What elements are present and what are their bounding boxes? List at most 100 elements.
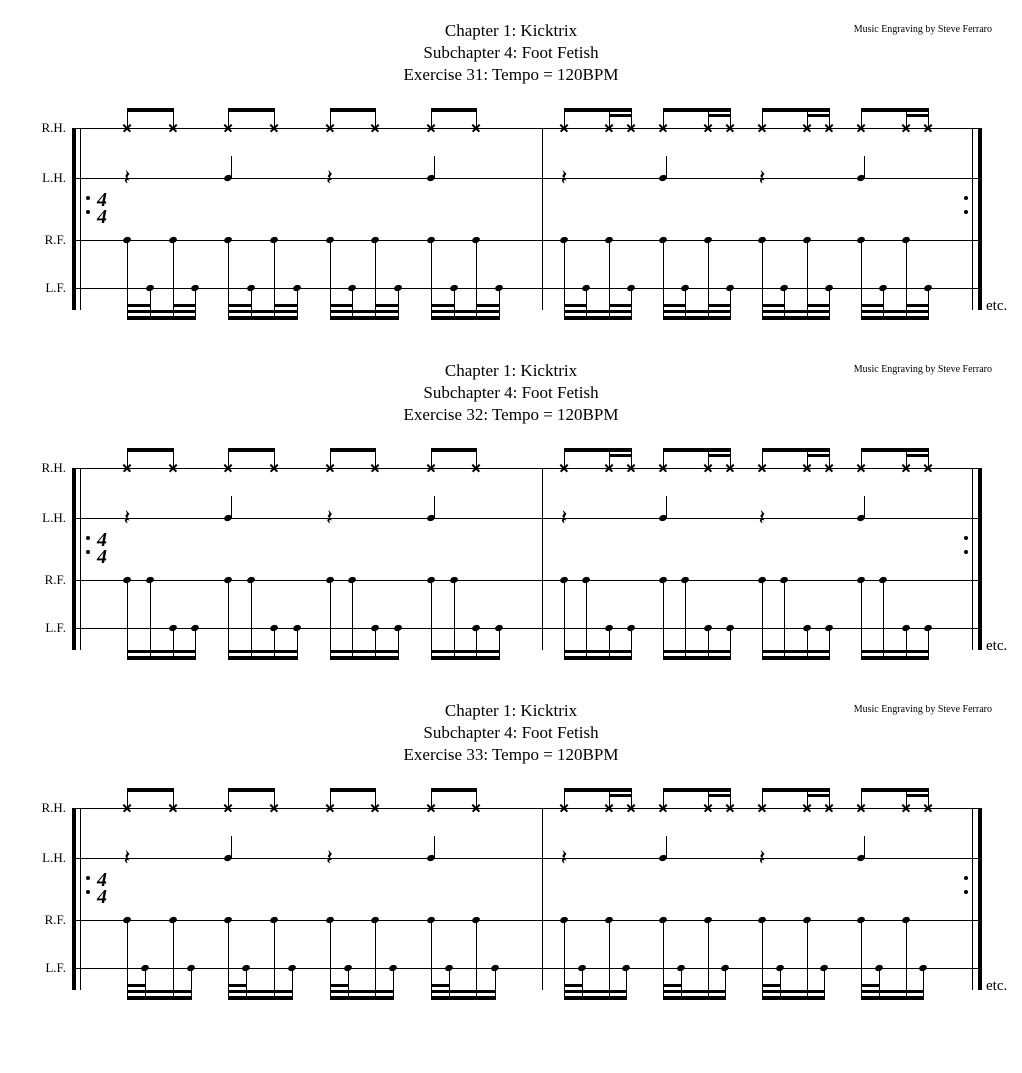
beam-16	[663, 310, 731, 313]
stem	[829, 628, 830, 656]
kick-notehead	[577, 964, 587, 972]
kick-notehead	[122, 236, 132, 244]
beam	[431, 996, 496, 1000]
stem	[829, 288, 830, 316]
kick-notehead	[725, 624, 735, 632]
staff-line	[72, 518, 982, 519]
beam-16	[431, 310, 500, 313]
hihat-x-notehead	[122, 123, 132, 133]
stem	[762, 580, 763, 656]
stem	[476, 920, 477, 996]
hihat-x-notehead	[269, 463, 279, 473]
beam-32	[807, 304, 830, 307]
beam-16	[228, 310, 297, 313]
hihat-x-notehead	[471, 463, 481, 473]
beam-32	[431, 304, 455, 307]
beam-16	[609, 794, 632, 797]
stem	[476, 240, 477, 316]
kick-notehead	[901, 624, 911, 632]
beam	[762, 788, 830, 792]
kick-notehead	[676, 964, 686, 972]
stem	[127, 240, 128, 316]
kick-notehead	[343, 964, 353, 972]
kick-notehead	[444, 964, 454, 972]
beam	[861, 656, 929, 660]
kick-notehead	[388, 964, 398, 972]
staff-line	[72, 178, 982, 179]
beam	[663, 656, 731, 660]
hihat-x-notehead	[370, 803, 380, 813]
beam	[564, 316, 632, 320]
hihat-x-notehead	[658, 463, 668, 473]
hihat-x-notehead	[658, 803, 668, 813]
kick-notehead	[292, 624, 302, 632]
stem	[274, 240, 275, 316]
beam-16	[564, 310, 632, 313]
title-block: Chapter 1: KicktrixSubchapter 4: Foot Fe…	[30, 360, 992, 426]
kick-notehead	[604, 624, 614, 632]
hihat-x-notehead	[856, 463, 866, 473]
kick-notehead	[658, 916, 668, 924]
hihat-x-notehead	[269, 123, 279, 133]
stem	[824, 968, 825, 996]
hihat-x-notehead	[426, 123, 436, 133]
beam-16	[663, 990, 726, 993]
exercise-header: Chapter 1: KicktrixSubchapter 4: Foot Fe…	[30, 700, 992, 770]
stem	[663, 580, 664, 656]
stem	[449, 968, 450, 996]
stem	[564, 240, 565, 316]
beam	[431, 656, 500, 660]
hihat-x-notehead	[223, 123, 233, 133]
beam	[228, 996, 293, 1000]
kick-notehead	[449, 576, 459, 584]
stem	[564, 920, 565, 996]
barline-end-thick	[978, 808, 982, 990]
quarter-rest: 𝄽	[124, 505, 131, 531]
stem	[609, 920, 610, 996]
beam	[228, 316, 297, 320]
stem	[499, 288, 500, 316]
title-block: Chapter 1: KicktrixSubchapter 4: Foot Fe…	[30, 700, 992, 766]
barline-start-thick	[72, 128, 76, 310]
beam	[127, 788, 174, 792]
kick-notehead	[140, 964, 150, 972]
stem	[564, 580, 565, 656]
beam-16	[762, 310, 830, 313]
kick-notehead	[393, 624, 403, 632]
beam	[228, 108, 275, 112]
beam-16	[861, 990, 924, 993]
beam	[564, 788, 632, 792]
stem	[393, 968, 394, 996]
hihat-x-notehead	[703, 803, 713, 813]
beam-16	[330, 650, 399, 653]
kick-notehead	[242, 964, 252, 972]
kick-notehead	[292, 284, 302, 292]
snare-notehead	[658, 514, 668, 522]
kick-notehead	[347, 576, 357, 584]
beam-32	[173, 304, 197, 307]
timesig-bottom: 4	[94, 549, 110, 566]
beam	[762, 996, 825, 1000]
kick-notehead	[856, 576, 866, 584]
stem	[725, 968, 726, 996]
hihat-x-notehead	[824, 463, 834, 473]
kick-notehead	[757, 576, 767, 584]
kick-notehead	[269, 624, 279, 632]
hihat-x-notehead	[703, 463, 713, 473]
barline-start-thin	[80, 468, 81, 650]
beam-32	[609, 304, 632, 307]
exercise-block: Chapter 1: KicktrixSubchapter 4: Foot Fe…	[30, 360, 992, 670]
kick-notehead	[802, 236, 812, 244]
staff-label: R.H.	[41, 460, 66, 476]
stem	[330, 920, 331, 996]
kick-notehead	[824, 624, 834, 632]
staff-line	[72, 240, 982, 241]
stem	[663, 240, 664, 316]
stem	[127, 580, 128, 656]
stem	[663, 920, 664, 996]
exercise-title: Exercise 31: Tempo = 120BPM	[30, 64, 992, 86]
beam	[228, 788, 275, 792]
staff-label: L.H.	[42, 510, 66, 526]
beam	[762, 316, 830, 320]
kick-notehead	[145, 284, 155, 292]
